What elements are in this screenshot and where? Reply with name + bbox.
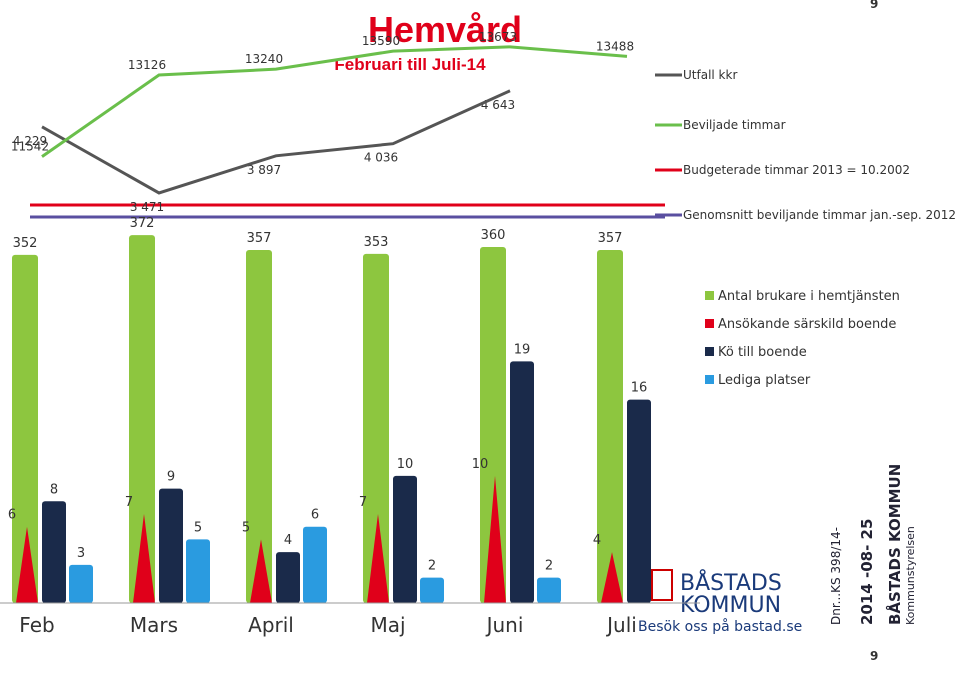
bar xyxy=(129,235,155,603)
line xyxy=(41,89,511,195)
data-label: 372 xyxy=(130,216,155,231)
cone xyxy=(16,526,38,603)
data-label: 5 xyxy=(242,520,250,535)
x-tick-label: Maj xyxy=(370,613,405,637)
x-tick-label: Juli xyxy=(605,613,637,637)
chart-subtitle: Februari till Juli-14 xyxy=(334,55,486,74)
data-label: 6 xyxy=(8,508,16,523)
data-label: 7 xyxy=(125,495,133,510)
x-tick-label: Juni xyxy=(485,613,524,637)
data-label: 11542 xyxy=(11,140,49,154)
legend-label: Kö till boende xyxy=(718,345,807,360)
legend-swatch xyxy=(705,319,714,328)
logo-url: Besök oss på bastad.se xyxy=(638,618,802,635)
data-label: 13488 xyxy=(596,39,634,53)
bar xyxy=(537,577,561,603)
legend-label: Lediga platser xyxy=(718,373,811,388)
legend-label: Budgeterade timmar 2013 = 10.2002 xyxy=(683,163,910,177)
data-label: 4 229 xyxy=(13,134,47,148)
bar xyxy=(480,247,506,603)
legend-label: Utfall kkr xyxy=(683,68,737,82)
data-label: 7 xyxy=(359,495,367,510)
data-label: 353 xyxy=(364,235,389,250)
legend-swatch xyxy=(705,291,714,300)
bar xyxy=(186,539,210,603)
bar xyxy=(303,526,327,603)
stamp-text: Kommunstyrelsen xyxy=(904,526,917,625)
logo-name: KOMMUN xyxy=(680,593,781,618)
cone xyxy=(601,552,623,603)
page-number: 9 xyxy=(870,649,878,663)
data-label: 3 471 xyxy=(130,200,164,214)
bar xyxy=(12,254,38,603)
data-label: 4 xyxy=(284,533,292,548)
data-label: 10 xyxy=(397,457,414,472)
legend-label: Antal brukare i hemtjänsten xyxy=(718,289,900,304)
data-label: 2 xyxy=(545,559,553,574)
cone xyxy=(250,539,272,603)
bar xyxy=(276,552,300,603)
data-label: 19 xyxy=(514,342,531,357)
data-label: 13240 xyxy=(245,52,283,66)
x-tick-label: Mars xyxy=(130,613,178,637)
data-label: 4 xyxy=(593,533,601,548)
bar xyxy=(363,253,389,603)
data-label: 13126 xyxy=(128,58,166,72)
stamp: BÅSTADS KOMMUN Kommunstyrelsen 2014 -08-… xyxy=(829,464,917,625)
bar xyxy=(510,361,534,603)
data-label: 3 xyxy=(77,546,85,561)
bar xyxy=(42,501,66,603)
legend-label: Ansökande särskild boende xyxy=(718,317,896,332)
data-label: 2 xyxy=(428,559,436,574)
data-label: 357 xyxy=(247,231,272,246)
legend-swatch xyxy=(705,375,714,384)
legend-swatch xyxy=(705,347,714,356)
logo: BÅSTADS KOMMUN Besök oss på bastad.se xyxy=(638,569,802,635)
data-label: 3 897 xyxy=(247,163,281,177)
cone xyxy=(484,475,506,603)
bar xyxy=(246,249,272,603)
logo-icon xyxy=(651,569,673,601)
x-tick-label: April xyxy=(248,613,294,637)
logo-name: BÅSTADS xyxy=(680,569,782,596)
cone xyxy=(133,514,155,603)
cone xyxy=(367,514,389,603)
bar xyxy=(597,249,623,603)
bar xyxy=(627,399,651,603)
data-label: 357 xyxy=(598,231,623,246)
data-label: 16 xyxy=(631,381,648,396)
data-label: 5 xyxy=(194,520,202,535)
data-label: 360 xyxy=(481,228,506,243)
x-tick-label: Feb xyxy=(19,613,54,637)
chart-title: Hemvård xyxy=(368,9,522,50)
line xyxy=(41,45,628,158)
bar xyxy=(420,577,444,603)
data-label: 8 xyxy=(50,482,58,497)
data-label: 9 xyxy=(167,470,175,485)
data-label: 6 xyxy=(311,508,319,523)
data-label: 4 643 xyxy=(481,98,515,112)
legend-label: Genomsnitt beviljande timmar jan.-sep. 2… xyxy=(683,208,960,222)
data-label: 13673 xyxy=(479,30,517,44)
data-label: 4 036 xyxy=(364,151,398,165)
bar xyxy=(393,475,417,603)
data-label: 10 xyxy=(472,457,489,472)
legend-label: Beviljade timmar xyxy=(683,118,786,132)
stamp-text: 2014 -08- 25 xyxy=(858,519,876,625)
bar xyxy=(159,488,183,603)
stamp-text: Dnr...KS 398/14- xyxy=(829,527,843,625)
page-number: 9 xyxy=(870,0,878,11)
bar xyxy=(69,564,93,603)
data-label: 13590 xyxy=(362,34,400,48)
data-label: 352 xyxy=(13,236,38,251)
stamp-text: BÅSTADS KOMMUN xyxy=(885,464,904,625)
